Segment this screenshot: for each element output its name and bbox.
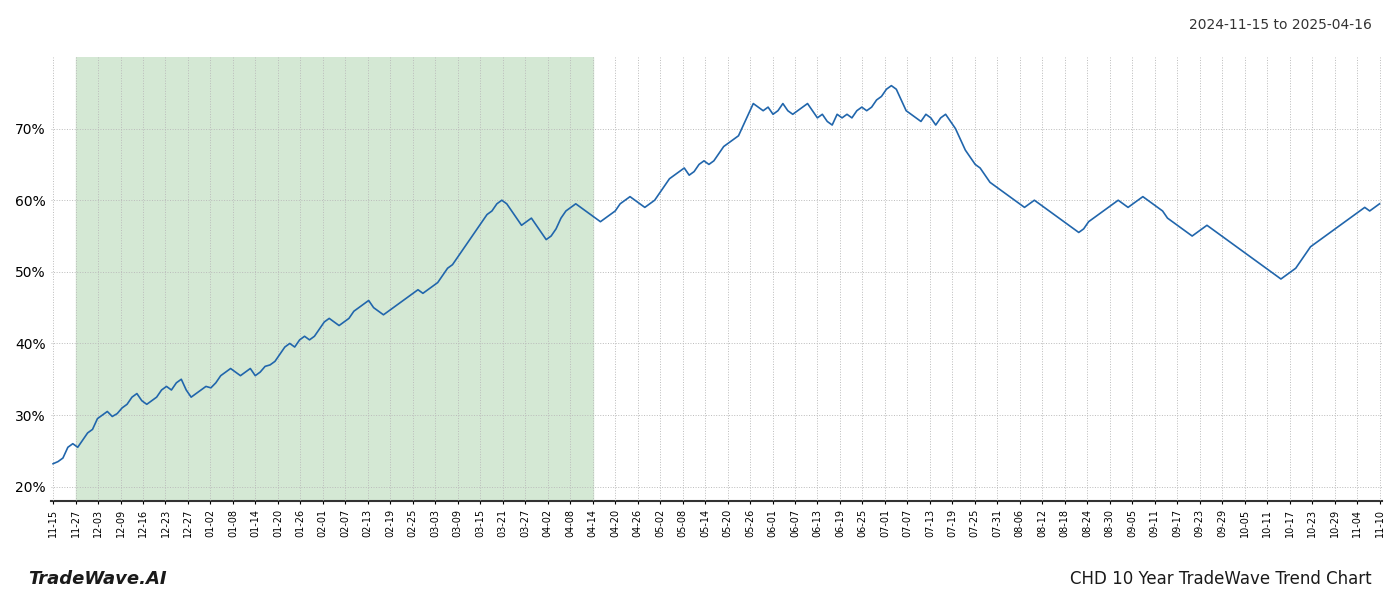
Bar xyxy=(76,57,592,501)
Text: 2024-11-15 to 2025-04-16: 2024-11-15 to 2025-04-16 xyxy=(1189,18,1372,32)
Text: TradeWave.AI: TradeWave.AI xyxy=(28,570,167,588)
Text: CHD 10 Year TradeWave Trend Chart: CHD 10 Year TradeWave Trend Chart xyxy=(1071,570,1372,588)
